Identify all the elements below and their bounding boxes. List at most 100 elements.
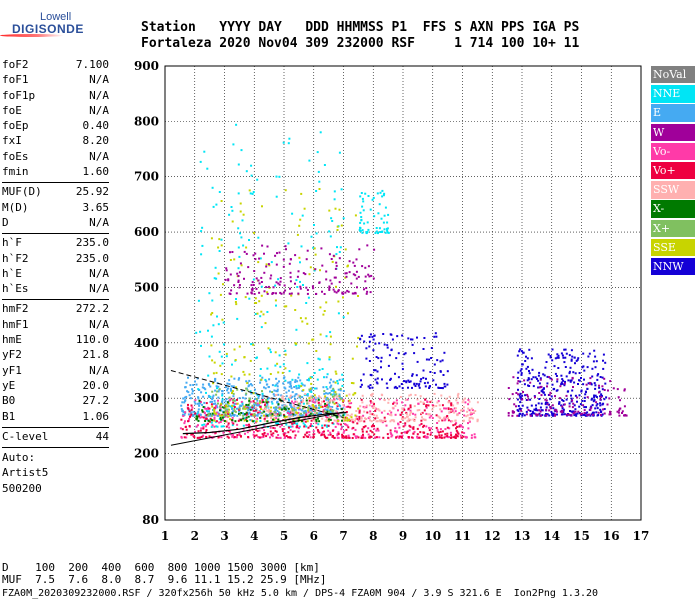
echo-point [536,377,538,380]
echo-point [420,378,423,381]
echo-point [323,310,326,312]
echo-point [312,287,315,290]
echo-point [540,385,543,388]
echo-point [192,384,195,386]
echo-point [521,398,524,401]
echo-point [363,410,366,413]
echo-point [572,412,575,415]
echo-point [363,426,366,428]
echo-point [376,427,379,430]
echo-point [373,433,376,436]
echo-point [561,354,564,357]
echo-point [237,163,240,166]
echo-point [433,335,436,338]
echo-point [199,160,202,163]
echo-point [238,412,240,415]
echo-point [367,385,370,388]
echo-point [439,370,442,373]
echo-point [571,406,574,409]
echo-point [340,188,343,191]
echo-point [229,418,232,421]
echo-point [559,385,562,388]
echo-point [436,436,439,439]
echo-point [236,388,239,391]
echo-point [578,394,581,397]
echo-point [373,334,376,337]
echo-point [263,414,265,417]
echo-point [551,413,554,416]
echo-point [418,383,421,386]
echo-point [394,385,397,388]
echo-point [405,413,408,416]
echo-point [319,396,322,399]
echo-point [343,413,346,416]
echo-point [279,291,282,294]
echo-point [216,387,218,390]
echo-point [374,409,377,412]
echo-point [281,430,284,433]
echo-point [204,425,207,428]
echo-point [285,435,288,437]
echo-point [331,422,334,425]
echo-point [249,359,252,362]
echo-point [198,401,201,404]
echo-point [576,412,579,415]
echo-point [266,403,269,406]
param-row: M(D) 3.65 [2,201,109,216]
echo-point [389,420,392,423]
legend-item: X+ [651,219,695,237]
echo-point [561,407,564,410]
echo-point [360,398,363,401]
echo-point [562,356,565,359]
echo-point [285,423,288,426]
echo-point [341,433,344,436]
echo-point [291,422,294,425]
echo-point [291,395,294,398]
x-tick-label: 13 [514,529,531,543]
echo-point [339,398,342,401]
echo-point [355,415,358,418]
echo-point [574,394,577,397]
echo-point [380,420,383,423]
echo-point [302,414,305,417]
echo-point [206,410,209,413]
echo-point [335,372,338,375]
echo-point [207,419,210,422]
echo-point [325,415,328,418]
echo-point [426,413,429,416]
echo-point [348,399,351,402]
echo-point [208,420,211,423]
echo-point [253,403,256,406]
echo-point [333,276,336,279]
echo-point [329,279,332,282]
echo-point [554,413,557,416]
echo-point [354,274,357,277]
echo-point [603,398,606,401]
echo-point [305,425,308,428]
echo-point [320,433,323,436]
echo-point [335,253,338,256]
echo-point [458,425,461,428]
echo-point [243,405,246,408]
echo-point [302,399,304,402]
echo-point [370,374,373,377]
echo-point [275,292,277,295]
echo-point [314,420,317,423]
echo-point [565,352,568,355]
echo-point [228,213,231,216]
echo-point [511,410,514,413]
echo-point [590,405,593,408]
param-value: 7.100 [75,58,109,71]
echo-point [202,411,205,414]
echo-point [221,392,224,395]
echo-point [215,420,218,423]
echo-point [246,382,249,385]
echo-point [507,387,510,389]
echo-point [368,387,371,390]
echo-point [328,358,331,361]
echo-point [354,392,357,395]
echo-point [422,348,425,350]
echo-point [255,287,258,290]
echo-point [375,429,378,432]
echo-point [281,404,284,407]
